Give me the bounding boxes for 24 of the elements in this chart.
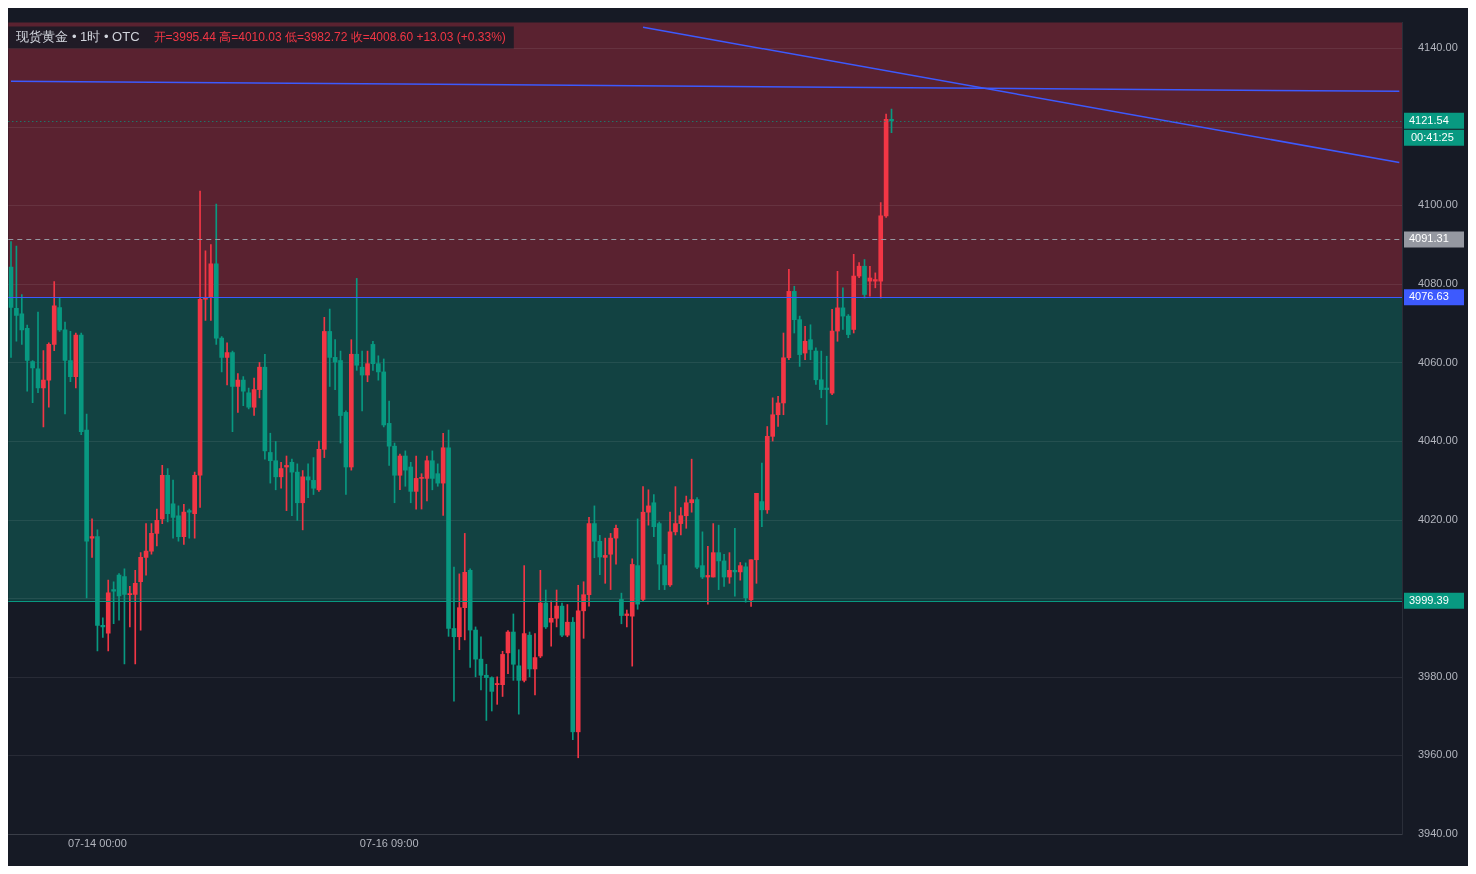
y-tick-label: 4040.00 (1418, 434, 1458, 447)
candlestick (224, 342, 230, 386)
candlestick (132, 570, 138, 665)
candlestick (602, 537, 608, 584)
ref-line-label: 4091.31 (1409, 232, 1449, 245)
y-tick-label: 3980.00 (1418, 669, 1458, 682)
y-tick-label: 4060.00 (1418, 355, 1458, 368)
y-tick-label: 4020.00 (1418, 512, 1458, 525)
x-tick-label: 07-16 09:00 (359, 836, 419, 849)
text: 开=3995.44 高=4010.03 低=3982.72 收=4008.60 +13.03 (+0.33%) (153, 29, 506, 44)
candlestick (186, 508, 192, 539)
text: 00:41:25 (1411, 130, 1454, 143)
candlestick (516, 649, 522, 715)
ref-line-label: 3999.39 (1409, 593, 1449, 606)
y-tick-label: 3960.00 (1418, 748, 1458, 761)
x-tick-label: 07-14 00:00 (68, 836, 127, 849)
ref-line-label: 4076.63 (1409, 290, 1449, 303)
text: 现货黄金 • 1时 • OTC (16, 29, 140, 45)
ref-line-label: 4121.54 (1409, 113, 1449, 126)
y-tick-label: 4100.00 (1418, 198, 1458, 211)
candlestick (354, 278, 360, 371)
y-tick-label: 4140.00 (1418, 41, 1458, 54)
y-tick-label: 3940.00 (1418, 827, 1458, 840)
y-tick-label: 4080.00 (1418, 276, 1458, 289)
